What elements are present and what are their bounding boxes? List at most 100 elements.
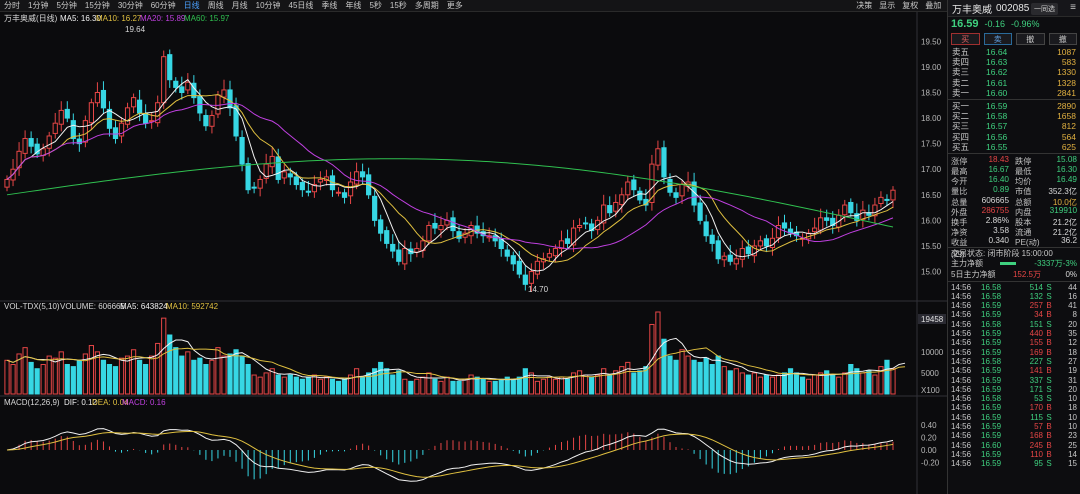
candle-body xyxy=(155,102,161,124)
volume-bar xyxy=(34,368,40,395)
period-tab-0[interactable]: 分时 xyxy=(4,1,20,10)
volume-bar xyxy=(818,372,824,395)
tick-count: 10 xyxy=(1068,394,1077,404)
tick-row: 14:56 16.59 168 B 23 xyxy=(948,431,1080,440)
period-tab-7[interactable]: 周线 xyxy=(207,1,224,10)
kline-chart[interactable]: 万丰奥威(日线) MA5: 16.30 MA10: 16.27 MA20: 15… xyxy=(0,12,947,494)
candle-body xyxy=(655,148,661,166)
candle-body xyxy=(64,108,70,119)
ob-volume: 1658 xyxy=(1057,111,1076,122)
candle-body xyxy=(353,171,360,185)
orderbook-row[interactable]: 买五 16.55 625 xyxy=(948,142,1080,152)
volume-bar xyxy=(576,370,583,395)
ma5-line xyxy=(6,79,894,272)
tick-row: 14:56 16.59 141 B 19 xyxy=(948,366,1080,375)
period-tab-11[interactable]: 季线 xyxy=(321,1,338,10)
volume-bar xyxy=(100,359,107,395)
tick-volume: 132 xyxy=(1029,291,1043,301)
stat-key: 总量 xyxy=(951,197,968,207)
ob-label: 卖一 xyxy=(952,87,970,98)
period-tab-13[interactable]: 5秒 xyxy=(369,1,382,10)
candle-body xyxy=(426,225,432,242)
volume-bar xyxy=(763,374,770,395)
period-tab-16[interactable]: 更多 xyxy=(446,1,463,10)
candle-body xyxy=(414,248,420,253)
tick-price: 16.58 xyxy=(981,291,1002,301)
volume-bar xyxy=(293,376,299,395)
stat-value: 10.0亿 xyxy=(1052,197,1077,207)
tick-side: B xyxy=(1046,329,1052,339)
price-tick: 15.50 xyxy=(921,242,942,251)
orderbook-row[interactable]: 买三 16.57 812 xyxy=(948,121,1080,131)
stat-value: 352.3亿 xyxy=(1048,187,1077,197)
ob-volume: 812 xyxy=(1061,121,1076,132)
volume-bar xyxy=(58,351,64,395)
volume-bar xyxy=(269,368,275,395)
tick-row: 14:56 16.59 110 B 14 xyxy=(948,450,1080,459)
volume-bar xyxy=(691,359,697,395)
period-tab-9[interactable]: 10分钟 xyxy=(255,1,281,10)
add-watchlist-button[interactable]: 一同选 xyxy=(1031,3,1058,15)
volume-bar xyxy=(824,370,830,395)
tool-1[interactable]: 显示 xyxy=(879,1,896,10)
candle-body xyxy=(824,217,830,221)
stock-code: 002085 xyxy=(996,2,1030,14)
stat-value: 606665 xyxy=(981,195,1009,205)
orderbook-row[interactable]: 卖三 16.62 1330 xyxy=(948,67,1080,77)
menu-icon[interactable]: ≡ xyxy=(1070,2,1076,13)
candle-body xyxy=(251,186,257,189)
candle-body xyxy=(70,120,76,140)
candle-body xyxy=(697,202,703,221)
period-tab-14[interactable]: 15秒 xyxy=(389,1,407,10)
tick-volume: 95 xyxy=(1034,459,1043,469)
trade-button-3[interactable]: 撤 xyxy=(1048,33,1077,45)
orderbook-row[interactable]: 买二 16.58 1658 xyxy=(948,111,1080,121)
tool-2[interactable]: 复权 xyxy=(902,1,919,10)
period-tab-4[interactable]: 30分钟 xyxy=(117,1,143,10)
stat-value: 16.30 xyxy=(1056,165,1078,175)
tool-3[interactable]: 叠加 xyxy=(925,1,942,10)
orderbook-row[interactable]: 买一 16.59 2890 xyxy=(948,101,1080,111)
volume-bar xyxy=(721,366,727,395)
ob-label: 卖四 xyxy=(952,57,970,68)
candle-body xyxy=(88,102,95,124)
volume-bar xyxy=(613,370,619,395)
volume-bar xyxy=(836,376,842,395)
period-tab-3[interactable]: 15分钟 xyxy=(84,1,110,10)
ob-price: 16.58 xyxy=(986,111,1008,122)
period-tab-12[interactable]: 年线 xyxy=(345,1,362,10)
period-tab-8[interactable]: 月线 xyxy=(231,1,248,10)
period-tab-1[interactable]: 1分钟 xyxy=(28,1,49,10)
period-tab-10[interactable]: 45日线 xyxy=(288,1,314,10)
candle-body xyxy=(546,253,553,258)
tick-row: 14:56 16.59 257 B 41 xyxy=(948,301,1080,310)
volume-bar xyxy=(136,359,143,395)
tick-side: B xyxy=(1046,310,1052,320)
trade-button-2[interactable]: 撤 xyxy=(1016,33,1045,45)
period-tab-6[interactable]: 日线 xyxy=(183,1,200,10)
period-tab-2[interactable]: 5分钟 xyxy=(56,1,77,10)
tick-price: 16.58 xyxy=(981,282,1002,292)
orderbook-row[interactable]: 卖一 16.60 2841 xyxy=(948,88,1080,98)
trade-button-1[interactable]: 卖 xyxy=(983,33,1012,45)
stat-key: 量比 xyxy=(951,187,968,197)
tick-side: B xyxy=(1046,431,1052,441)
orderbook-row[interactable]: 卖五 16.64 1087 xyxy=(948,47,1080,57)
volume-bar xyxy=(601,368,607,395)
trade-button-0[interactable]: 买 xyxy=(951,33,980,45)
tool-0[interactable]: 决策 xyxy=(856,1,873,10)
period-tab-5[interactable]: 60分钟 xyxy=(150,1,176,10)
candle-body xyxy=(396,249,402,262)
candle-body xyxy=(269,155,275,168)
tick-count: 15 xyxy=(1068,459,1077,469)
candle-body xyxy=(775,225,782,239)
candle-body xyxy=(58,109,64,125)
volume-bar xyxy=(426,372,432,395)
tick-list[interactable]: 14:56 16.58 514 S 44 14:56 16.58 132 S 16 14:56 16.… xyxy=(948,283,1080,469)
period-tab-15[interactable]: 多周期 xyxy=(414,1,439,10)
axes: 19.50 19.00 18.50 18.00 17.50 17.00 16.50 16.00… xyxy=(918,37,946,467)
orderbook-row[interactable]: 买四 16.56 564 xyxy=(948,132,1080,142)
orderbook-row[interactable]: 卖二 16.61 1328 xyxy=(948,78,1080,88)
orderbook-row[interactable]: 卖四 16.63 583 xyxy=(948,57,1080,67)
flow-bar xyxy=(999,261,1016,265)
